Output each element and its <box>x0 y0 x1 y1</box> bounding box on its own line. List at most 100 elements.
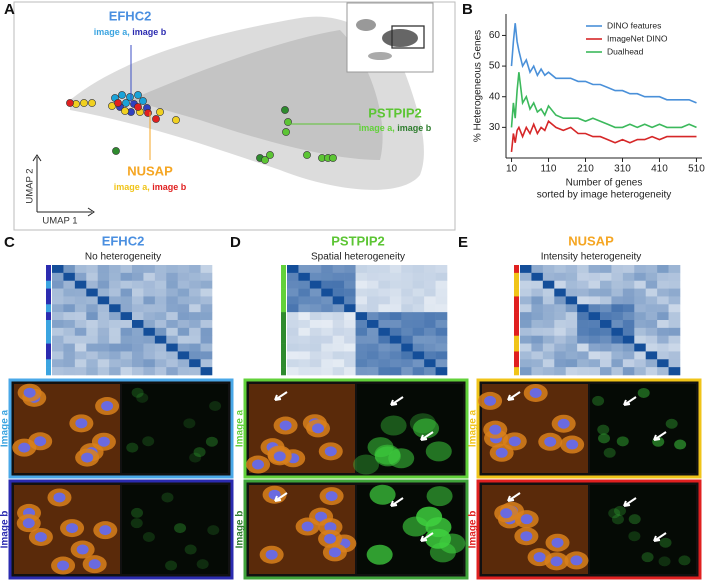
heatmap-cell <box>367 304 379 313</box>
heatmap-cell <box>166 265 179 274</box>
heatmap-cell <box>588 296 601 305</box>
heatmap-cell <box>120 327 133 337</box>
green-signal <box>189 452 202 463</box>
arrow <box>390 497 404 507</box>
gene-label: PSTPIP2 <box>368 105 421 120</box>
heatmap-cell <box>401 312 414 321</box>
heatmap-cell <box>645 280 658 289</box>
green-signal <box>380 415 407 436</box>
sample-strip <box>514 312 519 321</box>
heatmap-cell <box>389 320 402 329</box>
heatmap-cell <box>424 367 436 376</box>
heatmap-cell <box>109 343 121 352</box>
heatmap-cell <box>132 288 144 297</box>
heatmap-cell <box>143 367 156 376</box>
heatmap-cell <box>74 296 87 305</box>
heatmap-cell <box>367 280 379 289</box>
heatmap-cell <box>657 343 669 352</box>
heatmap-cell <box>600 280 612 289</box>
heatmap-cell <box>424 343 436 352</box>
sample-strip <box>46 351 51 360</box>
heatmap-cell <box>309 312 322 321</box>
heatmap-cell <box>389 343 402 352</box>
heatmap-cell <box>577 343 589 352</box>
heatmap-cell <box>298 280 311 289</box>
heatmap-cell <box>542 335 555 344</box>
legend-label: ImageNet DINO <box>607 33 668 43</box>
heatmap-cell <box>63 312 76 321</box>
heatmap-cell <box>177 367 190 376</box>
heatmap-cell <box>657 351 669 360</box>
heatmap-cell <box>588 280 601 289</box>
heatmap-cell <box>355 312 368 321</box>
sample-strip <box>46 296 51 305</box>
umap-point <box>121 107 129 115</box>
heatmap-cell <box>109 335 121 344</box>
heatmap-cell <box>97 296 110 305</box>
heatmap-cell <box>344 367 356 376</box>
heatmap-cell <box>622 312 635 321</box>
heatmap-cell <box>600 312 612 321</box>
nucleus <box>268 489 281 500</box>
heatmap-cell <box>634 296 647 305</box>
heatmap-cell <box>143 265 156 274</box>
nucleus <box>324 522 337 533</box>
green-signal <box>658 556 671 567</box>
heatmap-cell <box>645 327 658 337</box>
gene-images: image a, image b <box>94 27 167 37</box>
heatmap-cell <box>554 288 567 297</box>
heatmap-cell <box>86 335 99 344</box>
nucleus <box>315 511 328 522</box>
panel-title: NUSAP <box>568 233 614 248</box>
heatmap-cell <box>645 351 658 360</box>
image-a: image a, <box>94 27 130 37</box>
heatmap-cell <box>309 296 322 305</box>
heatmap-cell <box>120 272 133 282</box>
heatmap-cell <box>200 280 213 289</box>
heatmap-cell <box>634 280 647 289</box>
heatmap-cell <box>287 272 299 282</box>
heatmap-cell <box>554 335 567 344</box>
heatmap-cell <box>177 335 190 344</box>
green-signal <box>366 544 393 565</box>
heatmap-cell <box>344 280 356 289</box>
heatmap-cell <box>435 343 448 352</box>
image-b: image b <box>397 123 432 133</box>
nucleus <box>533 552 546 563</box>
heatmap-cell <box>645 367 658 376</box>
green-signal <box>597 424 610 435</box>
heatmap-cell <box>52 280 64 289</box>
sample-strip <box>514 296 519 305</box>
heatmap-cell <box>86 288 99 297</box>
heatmap-cell <box>367 327 379 337</box>
heatmap-cell <box>344 272 356 282</box>
heatmap-cell <box>657 272 669 282</box>
heatmap-cell <box>154 359 167 368</box>
arrow <box>420 532 434 542</box>
heatmap-cell <box>132 312 144 321</box>
heatmap-cell <box>298 288 311 297</box>
heatmap-cell <box>401 359 414 368</box>
heatmap-cell <box>424 351 436 360</box>
heatmap-cell <box>435 351 448 360</box>
heatmap-cell <box>52 320 64 329</box>
green-signal <box>353 454 380 475</box>
green-signal <box>174 523 187 534</box>
sample-strip <box>514 272 519 282</box>
heatmap-cell <box>600 272 612 282</box>
heatmap-cell <box>287 351 299 360</box>
heatmap-cell <box>588 335 601 344</box>
nucleus <box>279 420 292 431</box>
heatmap-cell <box>668 304 681 313</box>
heatmap-cell <box>542 280 555 289</box>
heatmap-cell <box>622 265 635 274</box>
green-signal <box>628 531 641 542</box>
arrow <box>274 492 288 502</box>
umap-point <box>134 103 142 111</box>
heatmap-cell <box>389 327 402 337</box>
heatmap-cell <box>132 343 144 352</box>
nucleus <box>34 436 47 447</box>
heatmap-cell <box>554 304 567 313</box>
heatmap-cell <box>132 351 144 360</box>
